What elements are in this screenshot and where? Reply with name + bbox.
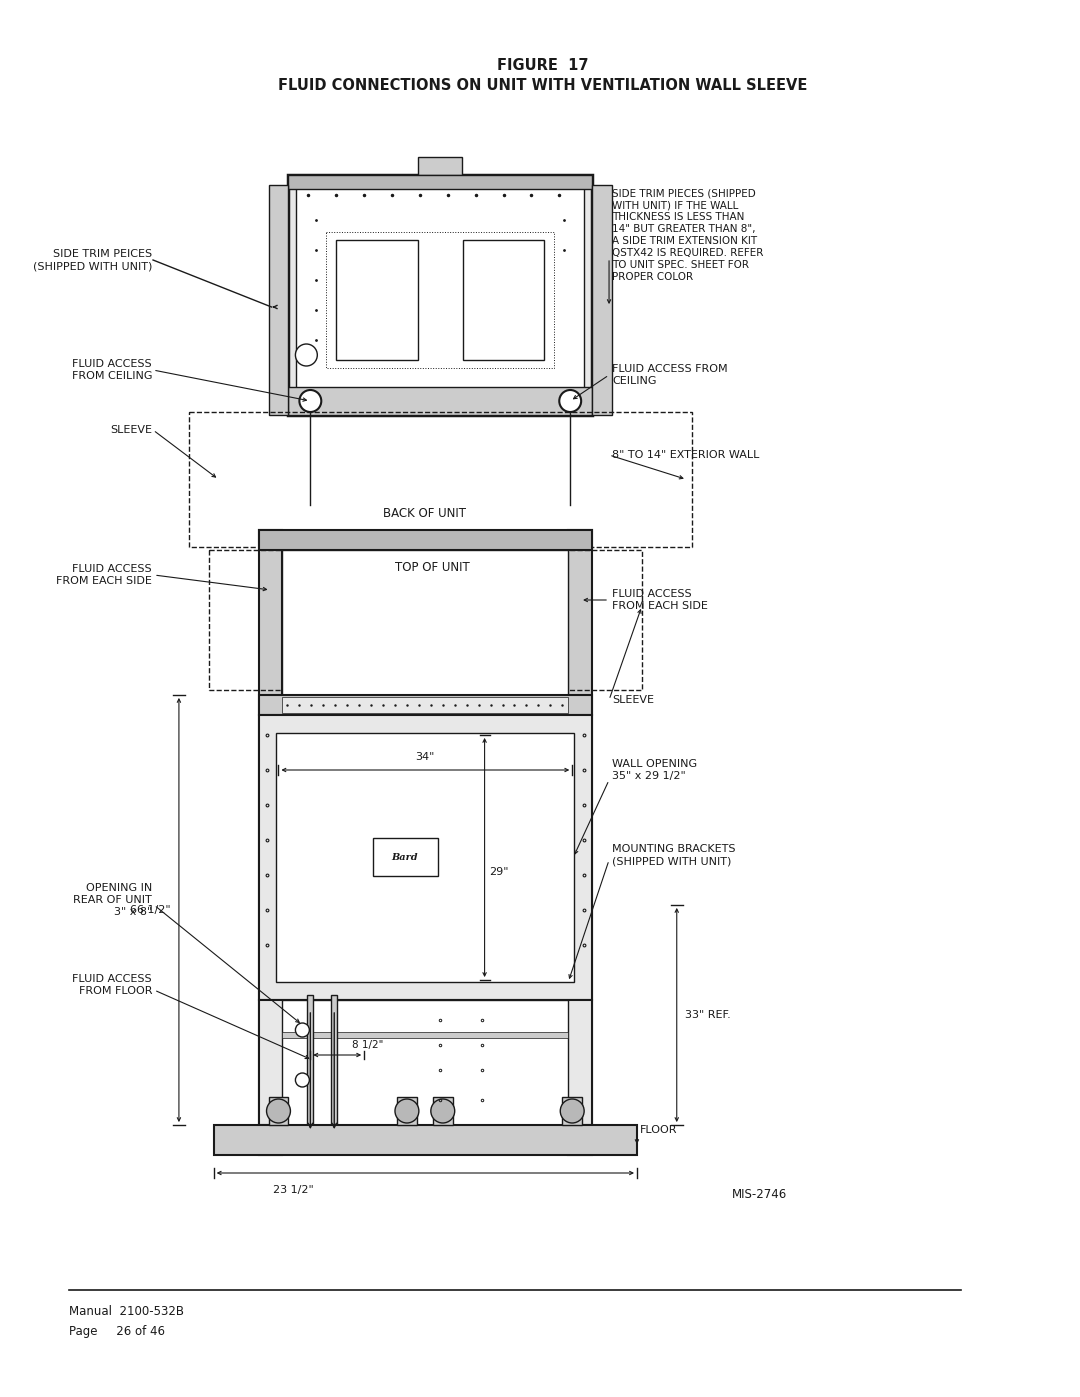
Text: FLUID CONNECTIONS ON UNIT WITH VENTILATION WALL SLEEVE: FLUID CONNECTIONS ON UNIT WITH VENTILATI… bbox=[278, 77, 807, 92]
Bar bbox=[592, 184, 612, 415]
Bar bbox=[276, 733, 575, 982]
Text: BACK OF UNIT: BACK OF UNIT bbox=[383, 507, 467, 520]
Text: 23 1/2": 23 1/2" bbox=[273, 1185, 314, 1194]
Bar bbox=[563, 1097, 582, 1125]
Bar bbox=[283, 550, 568, 694]
Text: SLEEVE: SLEEVE bbox=[110, 425, 152, 434]
Bar bbox=[269, 1097, 288, 1125]
Circle shape bbox=[395, 1099, 419, 1123]
Text: 29": 29" bbox=[489, 868, 509, 877]
Bar bbox=[258, 715, 592, 1000]
Bar bbox=[433, 1097, 453, 1125]
Bar bbox=[296, 183, 584, 407]
Bar bbox=[308, 995, 313, 1127]
Text: Page     26 of 46: Page 26 of 46 bbox=[69, 1324, 165, 1338]
Text: 8" TO 14" EXTERIOR WALL: 8" TO 14" EXTERIOR WALL bbox=[612, 450, 759, 460]
Bar bbox=[258, 529, 592, 550]
Text: SLEEVE: SLEEVE bbox=[612, 694, 654, 705]
Bar bbox=[326, 232, 554, 367]
Text: 34": 34" bbox=[415, 752, 434, 761]
Circle shape bbox=[561, 1099, 584, 1123]
Bar bbox=[418, 156, 461, 175]
Text: FLUID ACCESS
FROM EACH SIDE: FLUID ACCESS FROM EACH SIDE bbox=[612, 588, 707, 612]
Bar bbox=[283, 1000, 568, 1125]
Text: FLUID ACCESS
FROM FLOOR: FLUID ACCESS FROM FLOOR bbox=[72, 974, 152, 996]
Bar bbox=[283, 1032, 568, 1038]
Circle shape bbox=[296, 1023, 309, 1037]
Bar bbox=[214, 1125, 637, 1155]
Circle shape bbox=[296, 344, 318, 366]
Bar bbox=[288, 175, 592, 415]
Text: SIDE TRIM PIECES (SHIPPED
WITH UNIT) IF THE WALL
THICKNESS IS LESS THAN
14" BUT : SIDE TRIM PIECES (SHIPPED WITH UNIT) IF … bbox=[612, 189, 764, 282]
Bar bbox=[336, 240, 418, 360]
Text: MIS-2746: MIS-2746 bbox=[731, 1189, 786, 1201]
Bar bbox=[288, 387, 592, 415]
Text: MOUNTING BRACKETS
(SHIPPED WITH UNIT): MOUNTING BRACKETS (SHIPPED WITH UNIT) bbox=[612, 844, 735, 866]
Bar bbox=[283, 697, 568, 712]
Text: OPENING IN
REAR OF UNIT
3" x 8": OPENING IN REAR OF UNIT 3" x 8" bbox=[73, 883, 152, 918]
Bar bbox=[373, 838, 437, 876]
Bar bbox=[189, 412, 691, 548]
Text: FLUID ACCESS
FROM EACH SIDE: FLUID ACCESS FROM EACH SIDE bbox=[56, 564, 152, 587]
Text: TOP OF UNIT: TOP OF UNIT bbox=[395, 562, 470, 574]
Text: 8 1/2": 8 1/2" bbox=[352, 1039, 383, 1051]
Text: Bard: Bard bbox=[392, 852, 418, 862]
Bar bbox=[258, 694, 592, 715]
Circle shape bbox=[296, 1073, 309, 1087]
Bar bbox=[568, 529, 592, 1155]
Bar bbox=[462, 240, 544, 360]
Text: WALL OPENING
35" x 29 1/2": WALL OPENING 35" x 29 1/2" bbox=[612, 759, 698, 781]
Bar bbox=[258, 1000, 592, 1125]
Text: FLUID ACCESS
FROM CEILING: FLUID ACCESS FROM CEILING bbox=[71, 359, 152, 381]
Bar bbox=[397, 1097, 417, 1125]
Text: SIDE TRIM PEICES
(SHIPPED WITH UNIT): SIDE TRIM PEICES (SHIPPED WITH UNIT) bbox=[32, 249, 152, 271]
Bar bbox=[258, 529, 283, 1155]
Bar bbox=[269, 184, 288, 415]
Text: FLUID ACCESS FROM
CEILING: FLUID ACCESS FROM CEILING bbox=[612, 363, 728, 386]
Circle shape bbox=[267, 1099, 291, 1123]
Text: Manual  2100-532B: Manual 2100-532B bbox=[69, 1305, 185, 1317]
Circle shape bbox=[431, 1099, 455, 1123]
Text: FLOOR: FLOOR bbox=[640, 1125, 677, 1134]
Bar bbox=[208, 550, 642, 690]
Text: 66 1/2": 66 1/2" bbox=[131, 905, 171, 915]
Circle shape bbox=[299, 390, 321, 412]
Circle shape bbox=[559, 390, 581, 412]
Bar bbox=[332, 995, 337, 1127]
Bar bbox=[288, 175, 592, 189]
Text: 33" REF.: 33" REF. bbox=[685, 1010, 730, 1020]
Text: FIGURE  17: FIGURE 17 bbox=[497, 57, 589, 73]
